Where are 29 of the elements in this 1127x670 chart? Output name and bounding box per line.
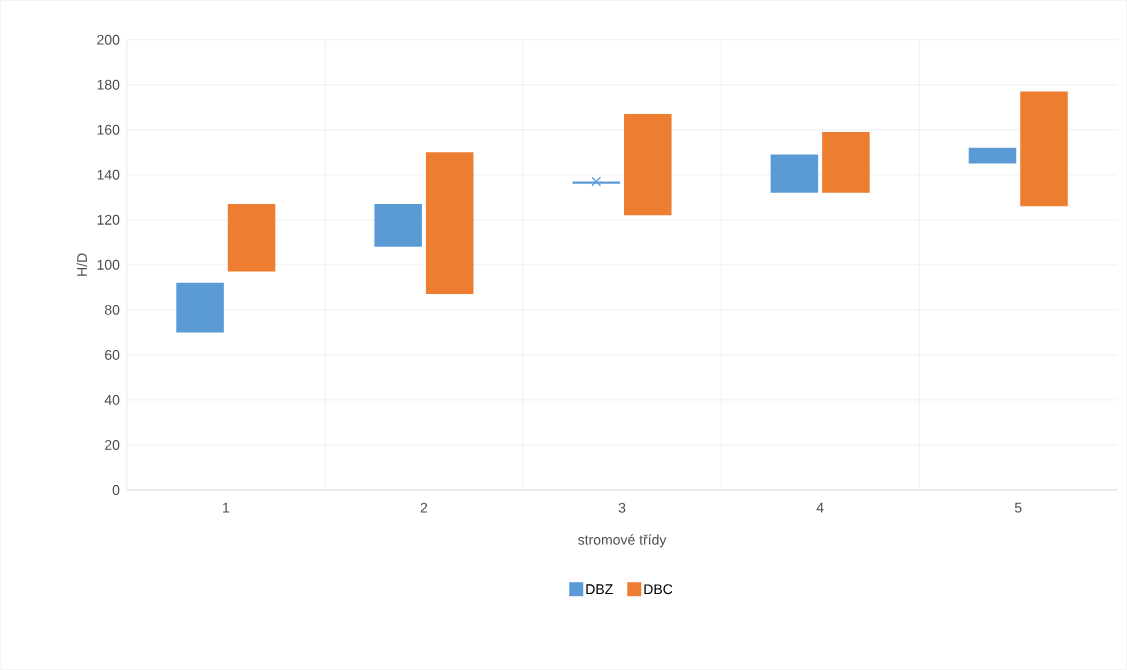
y-tick-label: 40 xyxy=(104,395,120,405)
y-tick-label: 0 xyxy=(112,485,120,496)
bar xyxy=(227,204,276,272)
x-tick-label: 3 xyxy=(618,502,626,513)
y-tick-label: 160 xyxy=(97,124,120,135)
y-tick-label: 100 xyxy=(97,259,120,270)
legend-label: DBZ xyxy=(586,584,613,595)
x-tick-label: 5 xyxy=(1014,502,1022,513)
bar xyxy=(968,147,1017,164)
y-tick-label: 200 xyxy=(97,34,120,45)
x-tick-label: 2 xyxy=(420,502,428,513)
y-tick-label: 20 xyxy=(105,440,120,451)
y-tick-label: 120 xyxy=(97,214,120,225)
bar xyxy=(1020,91,1068,207)
y-tick-label: 140 xyxy=(97,169,120,180)
x-axis-title: stromové třídy xyxy=(578,534,667,548)
x-tick-label: 1 xyxy=(223,502,230,513)
bar xyxy=(425,152,474,295)
bar xyxy=(374,204,422,247)
x-tick-label: 4 xyxy=(816,502,824,513)
bar xyxy=(176,282,224,333)
legend-label: DBC xyxy=(644,584,673,595)
y-tick-label: 180 xyxy=(97,79,120,90)
y-axis-title: H/D xyxy=(76,253,87,276)
bar xyxy=(624,114,672,216)
y-tick-label: 80 xyxy=(104,305,120,315)
y-tick-label: 60 xyxy=(105,350,120,360)
bar xyxy=(822,132,870,193)
bar xyxy=(770,154,819,193)
